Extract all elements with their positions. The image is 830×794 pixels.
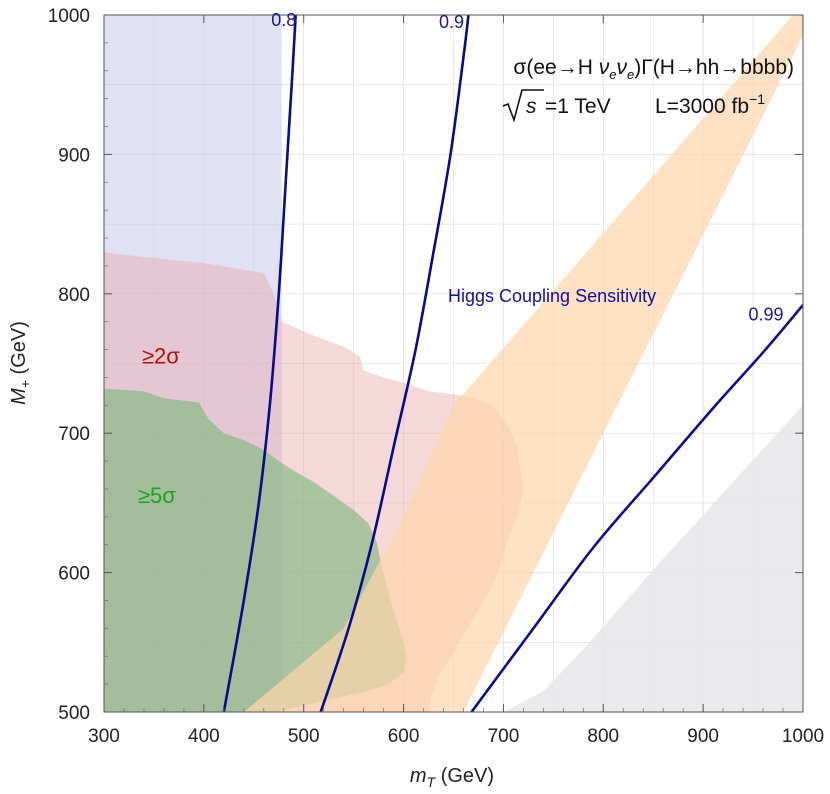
- tick-layer: 300 400 500 600 700 800 900 1000 500 600 700 800 900…: [48, 6, 824, 747]
- contour-0.9: [319, 15, 470, 712]
- sqrt-symbol: [502, 89, 544, 123]
- chart-subtitle: s =1 TeV L=3000 fb−1: [502, 89, 765, 123]
- 5-sigma-region-label: ≥5σ: [138, 483, 176, 508]
- lumi-text: L=3000 fb−1: [655, 91, 765, 118]
- y-tick-label: 800: [58, 285, 90, 306]
- x-tick-label: 900: [687, 726, 719, 747]
- plot-frame: [103, 14, 804, 713]
- contour-label-0.9: 0.9: [439, 12, 464, 32]
- x-tick-label: 1000: [782, 726, 824, 747]
- y-axis-label: M+ (GeV): [8, 321, 33, 405]
- x-axis-label: mT (GeV): [410, 765, 494, 790]
- y-tick-label: 900: [58, 145, 90, 166]
- chart-title: σ(ee→H νeνe)Γ(H→hh→bbbb): [513, 56, 794, 82]
- orange-band: [243, 15, 803, 712]
- y-tick-label: 700: [58, 424, 90, 445]
- contour-label-0.8: 0.8: [271, 10, 296, 30]
- 2-sigma-region-label: ≥2σ: [142, 344, 180, 369]
- energy-text: =1 TeV: [545, 95, 611, 118]
- y-tick-label: 1000: [48, 6, 90, 27]
- x-tick-label: 600: [388, 726, 420, 747]
- label-layer: ≥2σ ≥5σ 0.8 0.9 0.99: [138, 10, 784, 508]
- x-tick-label: 300: [88, 726, 120, 747]
- x-tick-label: 500: [288, 726, 320, 747]
- x-tick-label: 800: [587, 726, 619, 747]
- contour-layer: [222, 15, 803, 712]
- gray-excluded: [503, 405, 803, 712]
- y-tick-label: 500: [58, 703, 90, 724]
- 5-sigma-region: [104, 388, 407, 712]
- contour-0.99: [470, 304, 803, 712]
- region-layer: [104, 15, 803, 712]
- y-tick-label: 600: [58, 564, 90, 585]
- x-tick-label: 400: [188, 726, 220, 747]
- contour-label-0.99: 0.99: [749, 304, 784, 324]
- contour-0.8: [222, 15, 297, 712]
- higgs-coupling-annotation: Higgs Coupling Sensitivity: [448, 286, 656, 306]
- x-tick-label: 700: [488, 726, 520, 747]
- sqrt-arg: s: [526, 95, 537, 118]
